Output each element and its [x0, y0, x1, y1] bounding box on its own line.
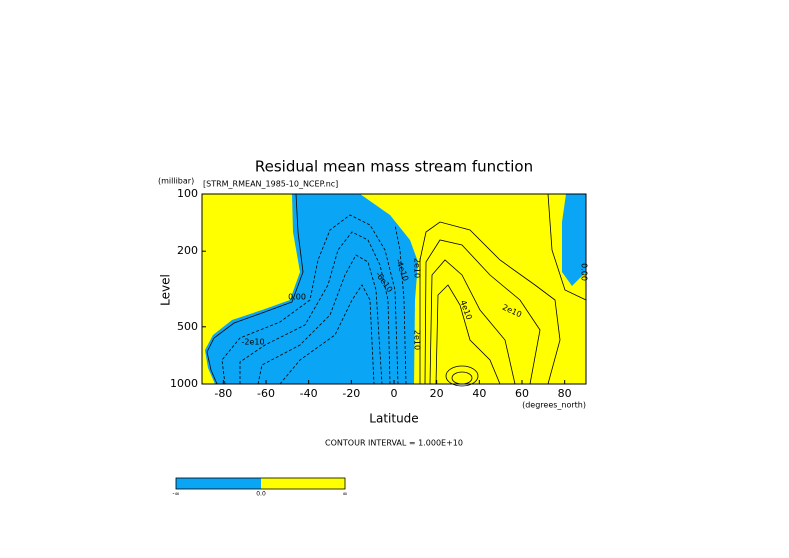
- colorbar-swatch: [261, 478, 345, 489]
- y-tick-label: 100: [177, 187, 198, 200]
- contour-line: [221, 214, 399, 385]
- contour-label: 2e10: [413, 258, 422, 278]
- x-tick-label: -40: [300, 387, 318, 400]
- x-tick-label: 20: [430, 387, 444, 400]
- contour-line: [279, 284, 375, 385]
- colorbar-label: 0.0: [256, 491, 266, 498]
- chart-title: Residual mean mass stream function: [255, 158, 533, 176]
- x-tick-label: 40: [472, 387, 486, 400]
- colorbar-frame: [175, 477, 346, 490]
- y-unit: (millibar): [158, 177, 194, 186]
- contour-line: [424, 239, 541, 385]
- x-axis-label: Latitude: [369, 412, 418, 426]
- colorbar: -∞ 0.0 ∞: [172, 477, 348, 498]
- contour-line: [435, 284, 501, 385]
- contour-line: [445, 365, 479, 387]
- y-tick-label: 200: [177, 244, 198, 257]
- contour-field: [202, 193, 587, 387]
- y-tick-label: 500: [177, 320, 198, 333]
- colorbar-label: -∞: [172, 491, 179, 498]
- x-tick-label: -20: [342, 387, 360, 400]
- contour-line: [429, 259, 516, 385]
- contour-line: [239, 231, 391, 385]
- contour-line: [394, 224, 407, 385]
- colorbar-swatch: [176, 478, 261, 489]
- x-unit: (degrees_north): [522, 401, 586, 410]
- x-tick-label: 60: [515, 387, 529, 400]
- contour-line: [547, 193, 587, 301]
- negative-region: [205, 194, 418, 384]
- colorbar-label: ∞: [343, 491, 348, 498]
- contour-label: 0.00: [580, 263, 589, 281]
- y-axis-label: Level: [159, 274, 173, 306]
- negative-region: [562, 194, 586, 286]
- contour-label: 0.00: [288, 293, 306, 302]
- contour-line: [257, 254, 383, 385]
- y-tick-label: 1000: [170, 377, 198, 390]
- contour-line: [419, 221, 561, 385]
- x-tick-label: -60: [257, 387, 275, 400]
- contour-line: [206, 193, 304, 385]
- contour-label: 2e10: [413, 330, 422, 350]
- subtitle: [STRM_RMEAN_1985-10_NCEP.nc]: [203, 180, 338, 189]
- x-tick-label: 80: [558, 387, 572, 400]
- contour-label: -2e10: [241, 338, 264, 347]
- x-tick-label: 0: [391, 387, 398, 400]
- x-tick-label: -80: [214, 387, 232, 400]
- note: CONTOUR INTERVAL = 1.000E+10: [325, 439, 463, 448]
